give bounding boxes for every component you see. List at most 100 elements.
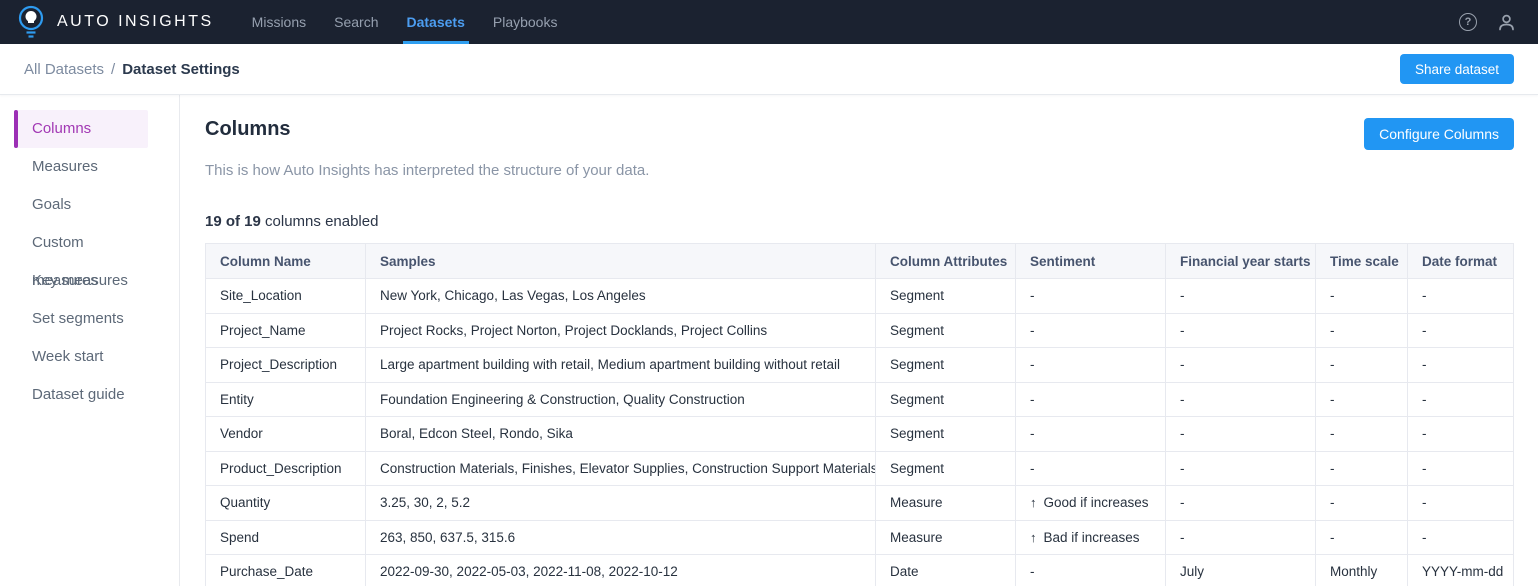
- cell-time-scale: -: [1315, 416, 1408, 452]
- sidebar-item-goals[interactable]: Goals: [32, 196, 72, 213]
- configure-columns-button[interactable]: Configure Columns: [1364, 118, 1514, 150]
- nav-item-datasets[interactable]: Datasets: [402, 0, 470, 44]
- column-header-financial-year-starts: Financial year starts: [1165, 243, 1316, 279]
- cell-time-scale: -: [1315, 312, 1408, 348]
- column-header-column-name: Column Name: [205, 243, 366, 279]
- cell-date-format: -: [1407, 381, 1514, 417]
- columns-table: Column Name Samples Column Attributes Senti…: [205, 243, 1514, 586]
- cell-column-name: Quantity: [205, 485, 366, 521]
- cell-samples: 2022-09-30, 2022-05-03, 2022-11-08, 2022…: [365, 554, 876, 586]
- table-header-row: Column Name Samples Column Attributes Senti…: [205, 243, 1514, 279]
- cell-column-name: Purchase_Date: [205, 554, 366, 586]
- cell-column-attribute: Segment: [875, 312, 1016, 348]
- cell-samples: New York, Chicago, Las Vegas, Los Angele…: [365, 278, 876, 314]
- page-title: Columns: [205, 118, 291, 140]
- arrow-up-icon: ↑: [1030, 529, 1037, 545]
- cell-sentiment: -: [1015, 554, 1166, 586]
- cell-date-format: -: [1407, 519, 1514, 555]
- cell-date-format: -: [1407, 485, 1514, 521]
- cell-financial-year-starts: -: [1165, 519, 1316, 555]
- cell-samples: Boral, Edcon Steel, Rondo, Sika: [365, 416, 876, 452]
- column-header-date-format: Date format: [1407, 243, 1514, 279]
- cell-samples: Construction Materials, Finishes, Elevat…: [365, 450, 876, 486]
- top-navigation-bar: AUTO INSIGHTS Missions Search Datasets Play…: [0, 0, 1538, 44]
- cell-sentiment: -: [1015, 450, 1166, 486]
- cell-time-scale: -: [1315, 519, 1408, 555]
- sidebar-item-dataset-guide[interactable]: Dataset guide: [32, 386, 125, 403]
- column-header-sentiment: Sentiment: [1015, 243, 1166, 279]
- table-row-project-description: Project_Description Large apartment build…: [205, 347, 1514, 383]
- table-row-vendor: Vendor Boral, Edcon Steel, Rondo, Sika Seg…: [205, 416, 1514, 452]
- user-profile-icon[interactable]: [1497, 13, 1516, 32]
- cell-sentiment: -: [1015, 416, 1166, 452]
- breadcrumb-bar: All Datasets / Dataset Settings Share da…: [0, 44, 1538, 95]
- cell-time-scale: -: [1315, 381, 1408, 417]
- settings-sidebar: Columns Measures Goals Custom measures Key m…: [0, 95, 180, 586]
- cell-sentiment: ↑ Bad if increases: [1015, 519, 1166, 555]
- cell-time-scale: -: [1315, 485, 1408, 521]
- cell-column-name: Project_Description: [205, 347, 366, 383]
- sidebar-item-columns[interactable]: Columns: [14, 110, 148, 148]
- sentiment-label: Good if increases: [1043, 495, 1149, 511]
- cell-column-attribute: Measure: [875, 485, 1016, 521]
- sidebar-item-week-start[interactable]: Week start: [32, 348, 104, 365]
- sidebar-item-custom-measures[interactable]: Custom measures: [32, 234, 98, 289]
- cell-samples: Large apartment building with retail, Me…: [365, 347, 876, 383]
- nav-item-search[interactable]: Search: [334, 14, 379, 30]
- cell-column-attribute: Segment: [875, 450, 1016, 486]
- cell-column-attribute: Measure: [875, 519, 1016, 555]
- cell-samples: 3.25, 30, 2, 5.2: [365, 485, 876, 521]
- column-header-time-scale: Time scale: [1315, 243, 1408, 279]
- cell-samples: 263, 850, 637.5, 315.6: [365, 519, 876, 555]
- nav-item-missions[interactable]: Missions: [251, 14, 307, 30]
- cell-sentiment: -: [1015, 312, 1166, 348]
- app-title: AUTO INSIGHTS: [57, 13, 214, 30]
- cell-column-name: Site_Location: [205, 278, 366, 314]
- cell-time-scale: -: [1315, 347, 1408, 383]
- page-description: This is how Auto Insights has interprete…: [205, 162, 650, 179]
- cell-date-format: -: [1407, 312, 1514, 348]
- sidebar-item-measures[interactable]: Measures: [32, 158, 98, 175]
- lightbulb-logo-icon[interactable]: [18, 5, 44, 39]
- sidebar-item-key-measures[interactable]: Key measures: [32, 272, 128, 289]
- cell-financial-year-starts: -: [1165, 278, 1316, 314]
- count-rest: columns enabled: [260, 213, 379, 230]
- breadcrumb-separator: /: [111, 60, 116, 78]
- cell-date-format: -: [1407, 347, 1514, 383]
- cell-financial-year-starts: -: [1165, 347, 1316, 383]
- cell-sentiment: ↑ Good if increases: [1015, 485, 1166, 521]
- cell-financial-year-starts: -: [1165, 381, 1316, 417]
- breadcrumb-all-datasets-link[interactable]: All Datasets: [24, 60, 105, 78]
- arrow-up-icon: ↑: [1030, 495, 1037, 511]
- nav-item-playbooks[interactable]: Playbooks: [492, 14, 558, 30]
- main-content: Columns Configure Columns This is how Au…: [180, 95, 1538, 586]
- cell-column-name: Project_Name: [205, 312, 366, 348]
- cell-financial-year-starts: -: [1165, 416, 1316, 452]
- cell-samples: Foundation Engineering & Construction, Q…: [365, 381, 876, 417]
- share-dataset-button[interactable]: Share dataset: [1399, 54, 1514, 84]
- cell-financial-year-starts: -: [1165, 312, 1316, 348]
- table-row-product-description: Product_Description Construction Material…: [205, 450, 1514, 486]
- cell-column-name: Vendor: [205, 416, 366, 452]
- cell-financial-year-starts: -: [1165, 450, 1316, 486]
- column-header-samples: Samples: [365, 243, 876, 279]
- cell-column-attribute: Segment: [875, 347, 1016, 383]
- cell-date-format: -: [1407, 450, 1514, 486]
- columns-enabled-count: 19 of 19 columns enabled: [205, 213, 1514, 230]
- cell-financial-year-starts: -: [1165, 485, 1316, 521]
- cell-sentiment: -: [1015, 347, 1166, 383]
- cell-time-scale: -: [1315, 278, 1408, 314]
- cell-time-scale: Monthly: [1315, 554, 1408, 586]
- help-icon[interactable]: ?: [1459, 13, 1477, 31]
- cell-column-attribute: Date: [875, 554, 1016, 586]
- table-row-project-name: Project_Name Project Rocks, Project Norto…: [205, 312, 1514, 348]
- cell-column-name: Spend: [205, 519, 366, 555]
- sidebar-item-set-segments[interactable]: Set segments: [32, 310, 124, 327]
- cell-column-name: Entity: [205, 381, 366, 417]
- cell-date-format: YYYY-mm-dd: [1407, 554, 1514, 586]
- sentiment-label: Bad if increases: [1043, 529, 1140, 545]
- cell-column-attribute: Segment: [875, 381, 1016, 417]
- cell-financial-year-starts: July: [1165, 554, 1316, 586]
- breadcrumb-current-page: Dataset Settings: [122, 60, 240, 78]
- table-row-site-location: Site_Location New York, Chicago, Las Vega…: [205, 278, 1514, 314]
